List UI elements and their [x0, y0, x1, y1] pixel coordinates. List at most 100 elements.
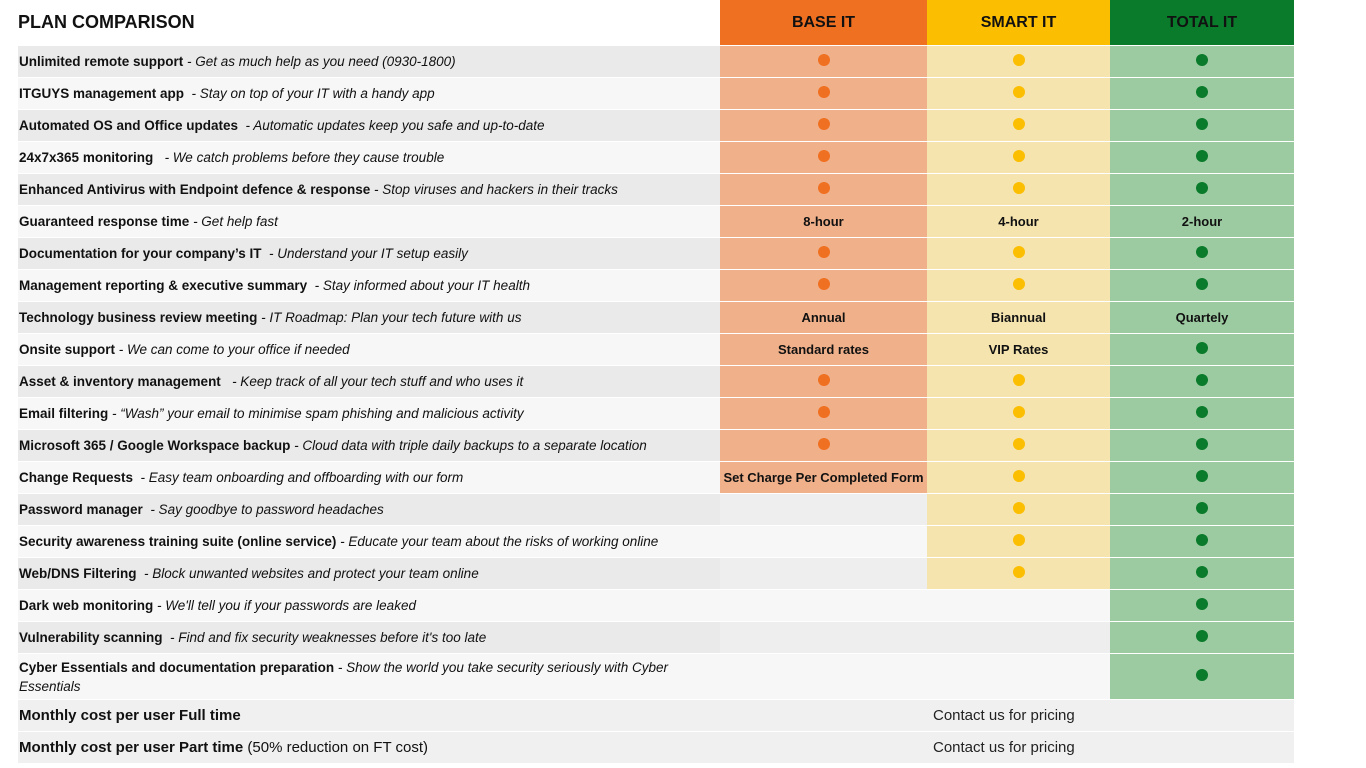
plan-header-total: TOTAL IT [1110, 0, 1294, 46]
plan-cell-base: Annual [720, 301, 927, 334]
table-row: Change Requests - Easy team onboarding a… [18, 461, 1294, 494]
included-dot-icon [1196, 669, 1208, 681]
included-dot-icon [1196, 470, 1208, 482]
included-dot-icon [817, 118, 830, 130]
plan-cell-base [720, 429, 927, 462]
plan-cell-smart: VIP Rates [927, 333, 1110, 366]
plan-cell-smart [927, 237, 1110, 270]
feature-description: - Block unwanted websites and protect yo… [136, 566, 479, 581]
feature-name: Password manager [19, 502, 143, 517]
plan-cell-base [720, 525, 927, 558]
plan-value: Annual [801, 310, 846, 325]
included-dot-icon [817, 374, 830, 386]
included-dot-icon [1196, 118, 1208, 130]
plan-cell-total [1110, 141, 1294, 174]
feature-description: - Show the world you take security serio… [19, 659, 672, 694]
included-dot-icon [1196, 630, 1208, 642]
table-row: Dark web monitoring - We'll tell you if … [18, 589, 1294, 622]
table-row: Unlimited remote support - Get as much h… [18, 45, 1294, 78]
feature-description: - “Wash” your email to minimise spam phi… [108, 406, 524, 421]
cost-label: Monthly cost per user Full time [18, 699, 720, 732]
plan-cell-total [1110, 621, 1294, 654]
feature-cell: Web/DNS Filtering - Block unwanted websi… [18, 557, 720, 590]
table-row: Security awareness training suite (onlin… [18, 525, 1294, 558]
plan-cell-total [1110, 557, 1294, 590]
plan-cell-base [720, 269, 927, 302]
plan-value: 2-hour [1181, 214, 1223, 229]
feature-name: Security awareness training suite (onlin… [19, 534, 337, 549]
feature-name: Email filtering [19, 406, 109, 421]
feature-cell: Change Requests - Easy team onboarding a… [18, 461, 720, 494]
plan-cell-smart: 4-hour [927, 205, 1110, 238]
feature-cell: Management reporting & executive summary… [18, 269, 720, 302]
plan-cell-base [720, 589, 927, 622]
cost-price: Contact us for pricing [720, 699, 1294, 732]
feature-cell: ITGUYS management app - Stay on top of y… [18, 77, 720, 110]
plan-cell-base [720, 45, 927, 78]
included-dot-icon [1012, 374, 1025, 386]
plan-cell-base [720, 173, 927, 206]
plan-cell-total [1110, 461, 1294, 494]
included-dot-icon [817, 278, 830, 290]
plan-cell-smart [927, 653, 1110, 700]
included-dot-icon [1012, 246, 1025, 258]
table-row: Cyber Essentials and documentation prepa… [18, 653, 1294, 700]
feature-cell: 24x7x365 monitoring - We catch problems … [18, 141, 720, 174]
plan-value: 4-hour [998, 214, 1039, 229]
plan-cell-smart [927, 589, 1110, 622]
table-row: Onsite support - We can come to your off… [18, 333, 1294, 366]
cost-row-full-time: Monthly cost per user Full time Contact … [18, 699, 1294, 732]
table-row: Microsoft 365 / Google Workspace backup … [18, 429, 1294, 462]
plan-cell-smart [927, 557, 1110, 590]
included-dot-icon [817, 150, 830, 162]
plan-cell-base [720, 77, 927, 110]
feature-description: - Find and fix security weaknesses befor… [162, 630, 487, 645]
table-row: Password manager - Say goodbye to passwo… [18, 493, 1294, 526]
plan-cell-base [720, 109, 927, 142]
plan-cell-base [720, 365, 927, 398]
included-dot-icon [817, 86, 830, 98]
feature-description: - We can come to your office if needed [115, 342, 350, 357]
feature-description: - Cloud data with triple daily backups t… [290, 438, 647, 453]
feature-name: Technology business review meeting [19, 310, 258, 325]
feature-cell: Enhanced Antivirus with Endpoint defence… [18, 173, 720, 206]
plan-cell-total [1110, 333, 1294, 366]
feature-cell: Documentation for your company’s IT - Un… [18, 237, 720, 270]
plan-cell-base [720, 493, 927, 526]
plan-cell-smart [927, 461, 1110, 494]
included-dot-icon [817, 246, 830, 258]
feature-name: Onsite support [19, 342, 116, 357]
plan-value: VIP Rates [988, 342, 1049, 357]
plan-cell-smart [927, 141, 1110, 174]
included-dot-icon [817, 182, 830, 194]
feature-cell: Asset & inventory management - Keep trac… [18, 365, 720, 398]
feature-name: Unlimited remote support [19, 54, 184, 69]
cost-label-bold: Monthly cost per user Part time [19, 739, 244, 756]
included-dot-icon [1196, 342, 1208, 354]
included-dot-icon [1196, 150, 1208, 162]
plan-value: Biannual [991, 310, 1046, 325]
included-dot-icon [1196, 406, 1208, 418]
plan-cell-base [720, 397, 927, 430]
feature-description: - Stay informed about your IT health [307, 278, 530, 293]
included-dot-icon [817, 438, 830, 450]
feature-cell: Security awareness training suite (onlin… [18, 525, 720, 558]
feature-cell: Password manager - Say goodbye to passwo… [18, 493, 720, 526]
table-row: Guaranteed response time - Get help fast… [18, 205, 1294, 238]
plan-cell-smart [927, 269, 1110, 302]
plan-cell-total [1110, 77, 1294, 110]
feature-description: - Stop viruses and hackers in their trac… [370, 182, 618, 197]
plan-cell-smart [927, 525, 1110, 558]
plan-cell-total [1110, 365, 1294, 398]
table-row: Documentation for your company’s IT - Un… [18, 237, 1294, 270]
plan-cell-total [1110, 269, 1294, 302]
feature-name: Cyber Essentials and documentation prepa… [19, 659, 335, 675]
feature-name: ITGUYS management app [19, 86, 185, 101]
included-dot-icon [1196, 534, 1208, 546]
plan-cell-smart [927, 109, 1110, 142]
cost-label-rest: (50% reduction on FT cost) [243, 739, 429, 756]
feature-cell: Microsoft 365 / Google Workspace backup … [18, 429, 720, 462]
plan-cell-total [1110, 589, 1294, 622]
header-row: PLAN COMPARISON BASE IT SMART IT TOTAL I… [18, 0, 1294, 46]
feature-description: - We'll tell you if your passwords are l… [153, 598, 416, 613]
